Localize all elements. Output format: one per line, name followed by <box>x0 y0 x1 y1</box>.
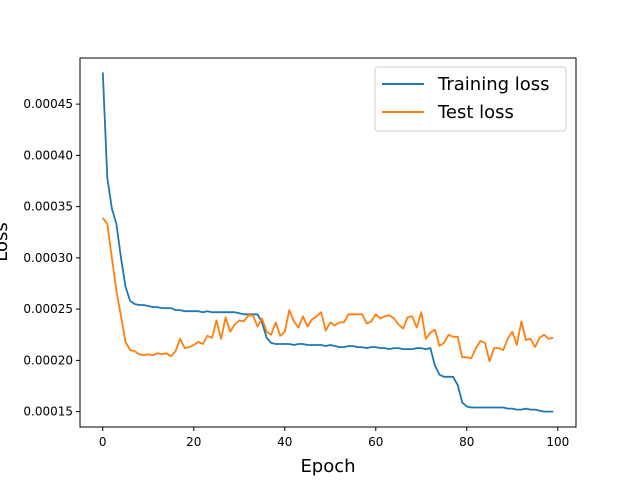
x-tick-label: 40 <box>277 435 292 449</box>
legend-label-training-loss: Training loss <box>437 74 550 95</box>
x-tick-label: 0 <box>99 435 107 449</box>
y-tick-label: 0.00030 <box>23 251 73 265</box>
x-axis-label: Epoch <box>300 456 355 477</box>
y-tick-label: 0.00025 <box>23 302 73 316</box>
y-tick-label: 0.00020 <box>23 353 73 367</box>
axis-ticks: 0 20 40 60 80 100 0.00015 0.00020 0.00025 0.00030… <box>23 97 569 449</box>
legend: Training loss Test loss <box>374 66 567 132</box>
x-tick-label: 80 <box>459 435 474 449</box>
y-tick-label: 0.00035 <box>23 200 73 214</box>
series-line-test-loss <box>102 217 554 363</box>
x-tick-label: 20 <box>186 435 201 449</box>
series-line-training-loss <box>101 72 554 413</box>
y-tick-label: 0.00040 <box>23 148 73 162</box>
y-tick-label: 0.00015 <box>23 405 73 419</box>
x-tick-label: 60 <box>368 435 383 449</box>
plot-area-frame <box>79 57 577 428</box>
y-axis-label: Loss <box>0 222 12 261</box>
legend-label-test-loss: Test loss <box>437 102 514 123</box>
y-tick-label: 0.00045 <box>23 97 73 111</box>
x-tick-label: 100 <box>546 435 569 449</box>
series-lines <box>101 72 554 413</box>
